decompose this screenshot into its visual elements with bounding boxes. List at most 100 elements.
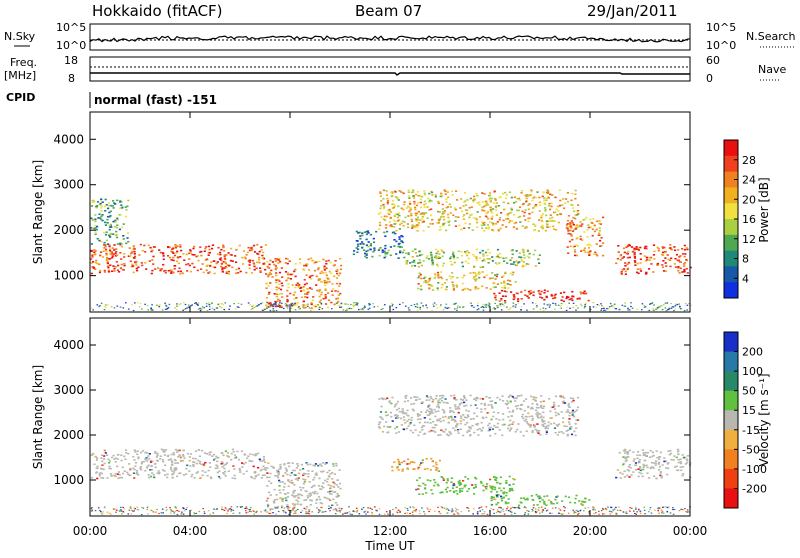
scatter-cell <box>152 309 155 311</box>
scatter-cell <box>264 268 267 271</box>
scatter-cell <box>459 422 462 425</box>
scatter-cell <box>198 302 200 304</box>
scatter-cell <box>544 427 547 430</box>
scatter-cell <box>423 192 426 195</box>
scatter-cell <box>566 246 569 248</box>
scatter-cell <box>114 203 117 205</box>
scatter-cell <box>441 203 444 206</box>
scatter-cell <box>575 237 578 240</box>
scatter-cell <box>172 510 174 512</box>
scatter-cell <box>558 423 561 425</box>
scatter-cell <box>481 227 484 229</box>
scatter-cell <box>431 400 434 403</box>
scatter-cell <box>399 303 401 305</box>
scatter-cell <box>436 287 439 289</box>
scatter-cell <box>232 512 235 514</box>
scatter-cell <box>489 194 492 197</box>
scatter-cell <box>452 254 455 257</box>
scatter-cell <box>536 305 538 307</box>
scatter-cell <box>488 198 491 201</box>
scatter-cell <box>457 216 460 218</box>
scatter-cell <box>285 470 288 472</box>
scatter-cell <box>572 412 575 414</box>
scatter-cell <box>510 507 512 509</box>
scatter-cell <box>437 255 440 258</box>
scatter-cell <box>390 402 393 405</box>
scatter-cell <box>317 496 321 498</box>
scatter-cell <box>531 407 534 410</box>
scatter-cell <box>197 304 199 306</box>
scatter-cell <box>568 223 571 226</box>
colorbar-segment <box>724 219 738 236</box>
scatter-cell <box>134 451 137 453</box>
scatter-cell <box>319 299 322 301</box>
scatter-cell <box>509 259 512 261</box>
scatter-cell <box>527 406 530 409</box>
scatter-cell <box>253 263 256 266</box>
scatter-cell <box>563 207 566 209</box>
scatter-cell <box>467 478 470 480</box>
scatter-cell <box>507 498 510 500</box>
scatter-cell <box>151 269 154 272</box>
scatter-cell <box>120 454 123 456</box>
scatter-cell <box>241 466 244 468</box>
scatter-cell <box>464 484 467 486</box>
scatter-cell <box>440 216 443 218</box>
scatter-cell <box>513 196 517 199</box>
scatter-cell <box>682 263 686 265</box>
scatter-cell <box>172 259 175 262</box>
scatter-cell <box>172 471 176 473</box>
scatter-cell <box>105 204 108 206</box>
scatter-cell <box>483 230 486 232</box>
scatter-cell <box>575 419 578 421</box>
scatter-cell <box>114 508 116 510</box>
scatter-cell <box>204 471 207 473</box>
scatter-cell <box>288 304 291 306</box>
scatter-cell <box>265 304 268 307</box>
scatter-cell <box>644 451 647 454</box>
scatter-cell <box>545 510 548 512</box>
scatter-cell <box>216 508 218 510</box>
scatter-cell <box>395 417 398 419</box>
scatter-cell <box>315 502 318 504</box>
scatter-cell <box>684 508 686 510</box>
scatter-cell <box>381 431 385 433</box>
scatter-cell <box>499 256 502 259</box>
scatter-cell <box>656 456 659 459</box>
scatter-cell <box>217 246 220 249</box>
scatter-cell <box>418 510 421 512</box>
scatter-cell <box>286 272 289 274</box>
scatter-cell <box>624 452 627 454</box>
scatter-cell <box>430 208 433 210</box>
scatter-cell <box>657 247 660 250</box>
scatter-cell <box>106 218 109 221</box>
scatter-cell <box>446 206 450 208</box>
scatter-cell <box>417 418 420 421</box>
scatter-cell <box>313 261 316 264</box>
scatter-cell <box>625 459 628 462</box>
scatter-cell <box>172 451 175 454</box>
scatter-cell <box>244 257 247 260</box>
scatter-cell <box>509 400 512 403</box>
scatter-cell <box>504 191 507 194</box>
scatter-cell <box>422 213 425 216</box>
scatter-cell <box>271 261 274 263</box>
scatter-cell <box>291 509 294 512</box>
scatter-cell <box>539 434 542 436</box>
scatter-cell <box>382 308 384 310</box>
scatter-cell <box>414 214 417 217</box>
x-tick-label: 00:00 <box>673 524 708 538</box>
scatter-cell <box>382 207 385 210</box>
scatter-cell <box>278 261 281 264</box>
colorbar-segment <box>724 351 738 372</box>
scatter-cell <box>640 472 643 475</box>
scatter-cell <box>237 306 240 308</box>
scatter-cell <box>484 215 488 218</box>
scatter-cell <box>394 427 397 430</box>
scatter-cell <box>189 465 192 467</box>
scatter-cell <box>179 273 182 275</box>
scatter-cell <box>247 260 250 262</box>
scatter-cell <box>469 426 472 429</box>
scatter-cell <box>203 307 206 309</box>
scatter-cell <box>286 306 289 308</box>
